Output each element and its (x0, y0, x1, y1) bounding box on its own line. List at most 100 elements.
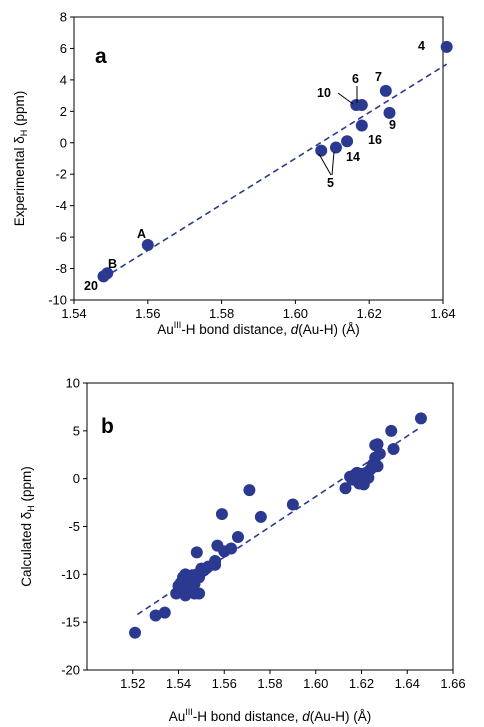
point-label-4: 4 (418, 39, 425, 53)
data-point (141, 238, 154, 251)
data-point (129, 626, 142, 639)
panel-a: -10 -8 -6 -4 -2 0 2 4 6 8 1.54 1.56 1.58 1.60 1.62 1.6… (12, 10, 456, 338)
y-tick-label: -6 (55, 230, 67, 245)
panel-a-xlabel-sup: III (174, 320, 182, 330)
x-tick-label: 1.56 (135, 306, 160, 321)
y-tick-label: 10 (66, 376, 80, 391)
point-label-5: 5 (327, 176, 334, 190)
panel-b-points (129, 412, 427, 639)
y-tick-label: 6 (60, 41, 67, 56)
panel-a-ylabel-pre: Experimental δ (12, 136, 27, 226)
point-label-20: 20 (84, 279, 98, 293)
panel-b-ylabel-post: (ppm) (19, 466, 34, 505)
x-tick-label: 1.58 (257, 676, 282, 691)
point-label-A: A (137, 227, 146, 241)
y-tick-label: 2 (60, 104, 67, 119)
x-tick-label: 1.60 (283, 306, 308, 321)
x-tick-label: 1.62 (357, 306, 382, 321)
data-point (231, 531, 244, 544)
data-point (286, 498, 299, 511)
panel-b: -20 -15 -10 -5 0 5 10 1.52 1.54 1.56 1.58 1.60 1.62… (19, 376, 466, 725)
panel-a-x-ticks: 1.54 1.56 1.58 1.60 1.62 1.64 (61, 300, 456, 321)
panel-a-xlabel-pre: Au (157, 322, 174, 337)
data-point (440, 40, 453, 53)
y-tick-label: -2 (55, 167, 67, 182)
data-point (243, 484, 256, 497)
data-point (339, 482, 352, 495)
y-tick-label: -8 (55, 261, 67, 276)
x-tick-label: 1.54 (166, 676, 191, 691)
data-point (341, 135, 354, 148)
data-point (193, 587, 206, 600)
leader-line-10 (337, 92, 354, 105)
point-label-10: 10 (317, 86, 331, 100)
x-tick-label: 1.56 (212, 676, 237, 691)
panel-a-y-ticks: -10 -8 -6 -4 -2 0 2 4 6 8 (48, 10, 74, 308)
panel-a-plot-frame (73, 16, 444, 301)
x-tick-label: 1.60 (303, 676, 328, 691)
panel-a-label: a (95, 45, 107, 68)
y-tick-label: -10 (48, 293, 67, 308)
data-point (215, 508, 228, 521)
panel-b-ylabel-sub: H (26, 505, 36, 512)
panel-b-y-axis-label: Calculated δH (ppm) (19, 466, 36, 587)
panel-b-ylabel-pre: Calculated δ (19, 512, 34, 587)
data-point (371, 460, 384, 473)
panel-b-xlabel-italic: d (302, 709, 310, 724)
y-tick-label: 4 (60, 72, 67, 87)
data-point (355, 99, 368, 112)
x-tick-label: 1.58 (209, 306, 234, 321)
point-label-B: B (108, 257, 117, 271)
panel-a-point-labels: 20 B A 10 6 7 4 9 16 14 5 (84, 39, 425, 293)
panel-b-xlabel-post: -H bond distance, (193, 709, 303, 724)
panel-b-y-ticks: -20 -15 -10 -5 0 5 10 (61, 376, 87, 678)
data-point (383, 106, 396, 119)
panel-a-xlabel-post2: (Au-H) (Å) (298, 322, 360, 337)
x-tick-label: 1.54 (61, 306, 86, 321)
panel-b-x-axis-label: AuIII-H bond distance, d(Au-H) (Å) (169, 707, 372, 724)
panel-a-y-axis-label: Experimental δH (ppm) (12, 91, 29, 227)
x-tick-label: 1.52 (120, 676, 145, 691)
y-tick-label: -15 (61, 615, 80, 630)
data-point (209, 554, 222, 567)
y-tick-label: 5 (73, 423, 80, 438)
panel-b-xlabel-sup: III (185, 707, 193, 717)
panel-a-ylabel-post: (ppm) (12, 91, 27, 130)
data-point (387, 443, 400, 456)
panel-a-fit-line (103, 63, 448, 279)
data-point (414, 412, 427, 425)
data-point (385, 424, 398, 437)
panel-a-x-axis-label: AuIII-H bond distance, d(Au-H) (Å) (157, 320, 360, 337)
leader-line-5b (331, 151, 335, 176)
data-point (190, 546, 203, 559)
leader-line-5a (318, 153, 332, 176)
point-label-16: 16 (368, 133, 382, 147)
data-point (315, 144, 328, 157)
data-point (379, 84, 392, 97)
data-point (373, 447, 386, 460)
panel-b-xlabel-post2: (Au-H) (Å) (310, 709, 372, 724)
data-point (225, 542, 238, 555)
data-point (254, 510, 267, 523)
panel-a-points (97, 40, 453, 283)
x-tick-label: 1.64 (430, 306, 455, 321)
y-tick-label: 0 (73, 471, 80, 486)
panel-b-label: b (101, 415, 114, 438)
x-tick-label: 1.64 (395, 676, 420, 691)
x-tick-label: 1.66 (440, 676, 465, 691)
y-tick-label: -10 (61, 567, 80, 582)
point-label-7: 7 (375, 70, 382, 84)
panel-b-xlabel-pre: Au (169, 709, 186, 724)
data-point (371, 438, 384, 451)
x-tick-label: 1.62 (349, 676, 374, 691)
y-tick-label: 8 (60, 10, 67, 25)
y-tick-label: -4 (55, 198, 67, 213)
y-tick-label: -5 (68, 519, 80, 534)
point-label-6: 6 (352, 72, 359, 86)
point-label-9: 9 (389, 118, 396, 132)
data-point (158, 606, 171, 619)
point-label-14: 14 (346, 150, 360, 164)
y-tick-label: -20 (61, 663, 80, 678)
